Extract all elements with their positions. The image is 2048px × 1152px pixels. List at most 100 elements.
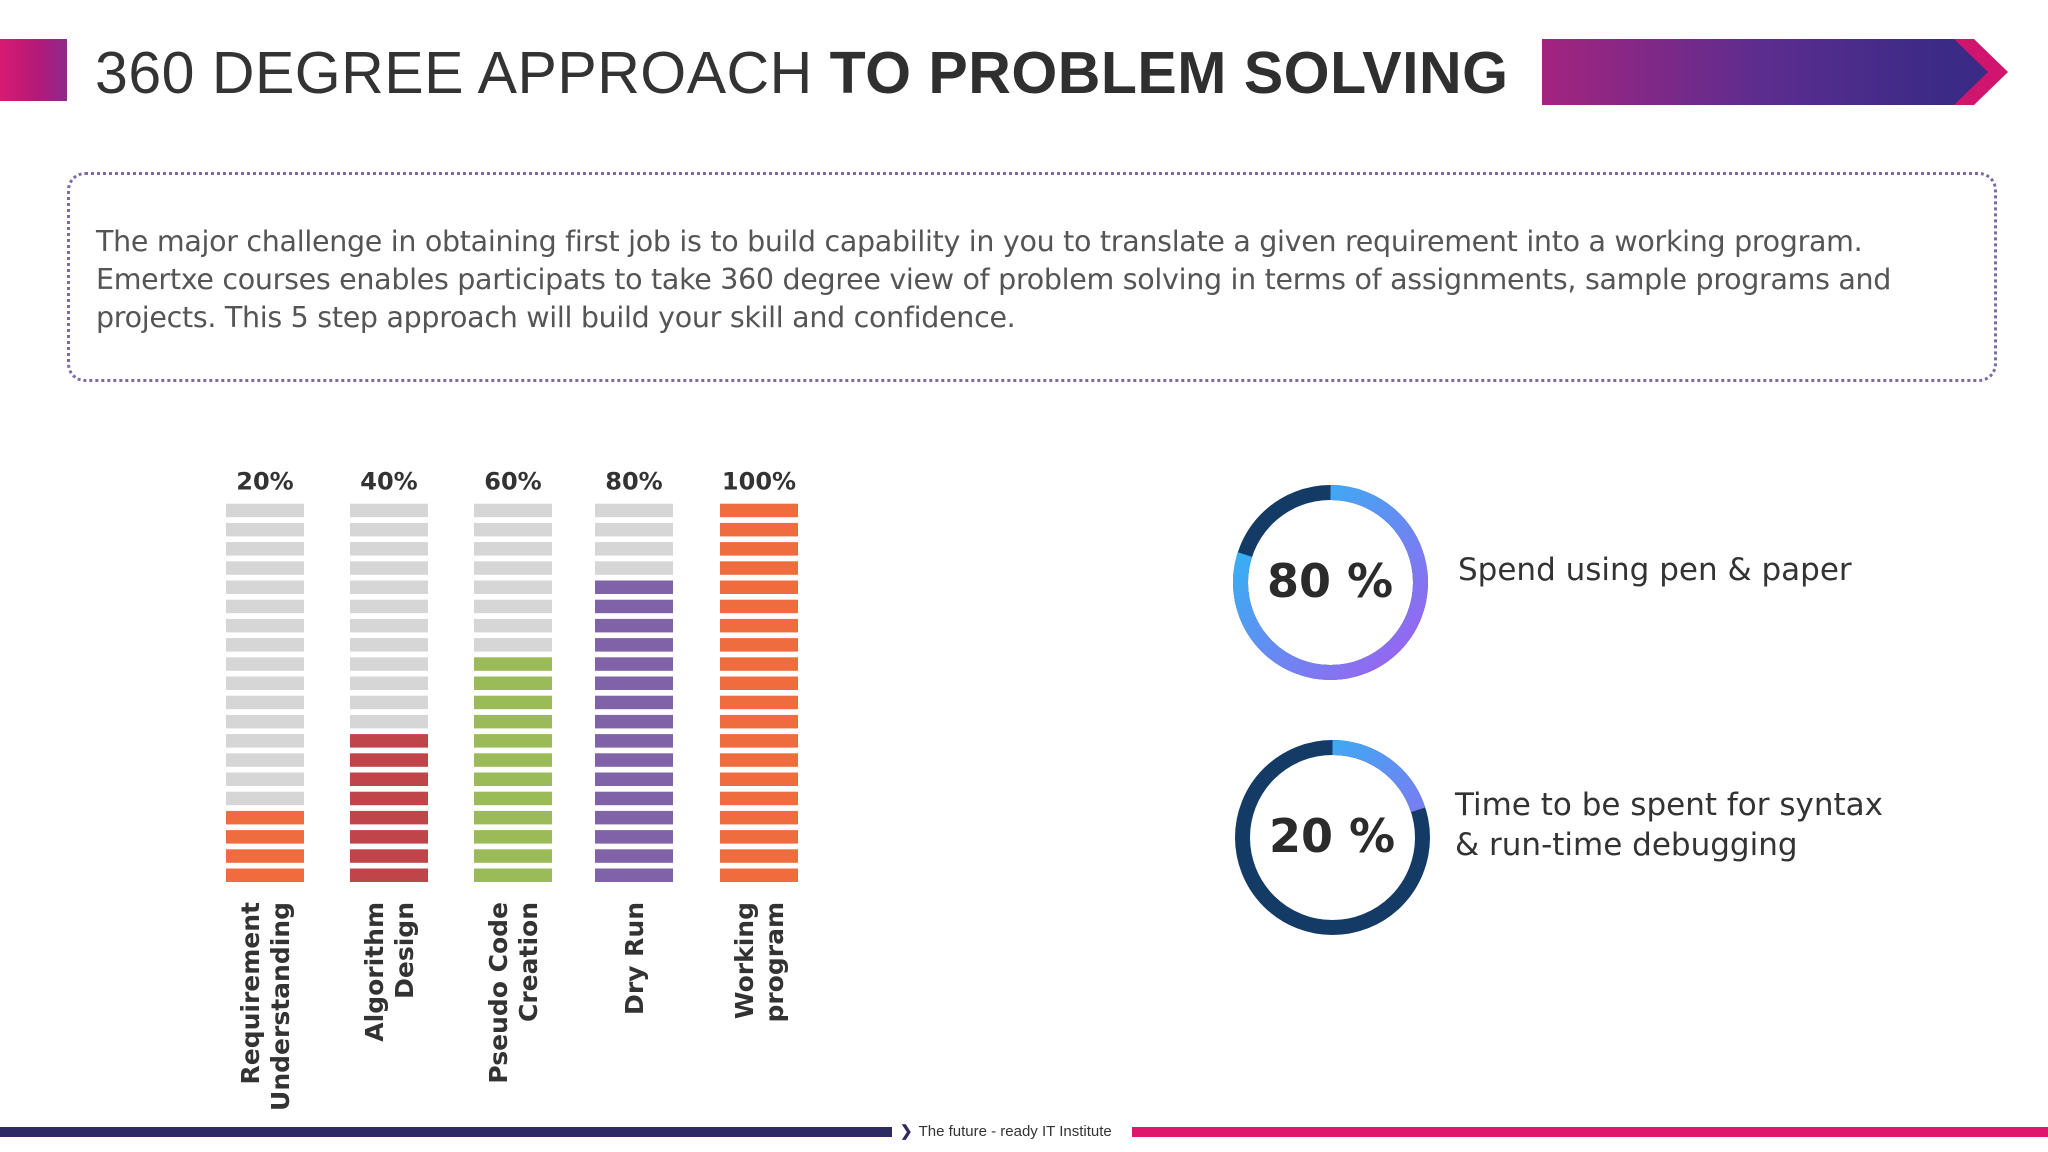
category-label-line: Pseudo Code	[484, 902, 513, 1084]
donut-pen-paper: 80 %	[1228, 480, 1433, 685]
bar-segment	[595, 830, 673, 844]
bar-segment	[226, 868, 304, 882]
bar-segment	[595, 599, 673, 614]
bar-segment	[474, 734, 552, 748]
bar-segment	[595, 542, 673, 556]
bar-segment	[720, 503, 798, 518]
bar-segment	[474, 772, 552, 786]
category-label: Dry Run	[620, 902, 649, 1015]
bar-segment	[595, 734, 673, 748]
category-label-line: Design	[390, 902, 419, 999]
bar-segment	[595, 810, 673, 825]
bar-segment	[226, 676, 304, 690]
bar-segment	[720, 810, 798, 825]
bar-segment	[720, 772, 798, 786]
description-line-2: Emertxe courses enables participats to t…	[96, 263, 1892, 296]
bar-segment	[226, 772, 304, 786]
bar-segment	[350, 522, 428, 537]
bar-segment	[595, 561, 673, 575]
bar-segment	[474, 599, 552, 614]
bar-segment	[595, 522, 673, 537]
bar-segment	[720, 695, 798, 710]
bar-segment	[226, 810, 304, 825]
bar-segment	[474, 791, 552, 806]
bar-segment	[226, 542, 304, 556]
bar-segment	[595, 868, 673, 882]
bar-segment	[226, 791, 304, 806]
donut-caption-syntax-debugging: Time to be spent for syntax & run-time d…	[1455, 785, 1883, 865]
bar-segment	[350, 695, 428, 710]
bar-segment	[350, 791, 428, 806]
bar-segment	[474, 753, 552, 767]
category-label-line: program	[760, 902, 789, 1023]
bar-segment	[720, 791, 798, 806]
donut-value-arc	[1235, 740, 1430, 935]
bar-segment	[226, 657, 304, 671]
title-bold: TO PROBLEM SOLVING	[829, 40, 1509, 106]
bar-segment	[474, 868, 552, 882]
donut-caption-line: Time to be spent for syntax	[1455, 787, 1883, 823]
category-label-line: Understanding	[266, 902, 295, 1110]
category-label: Algorithm Design	[360, 902, 419, 1042]
bar-segment	[474, 618, 552, 633]
bar-segment	[474, 503, 552, 518]
bar-segment	[474, 542, 552, 556]
category-label: Requirement Understanding	[236, 902, 295, 1110]
chevron-right-icon: ❯	[900, 1123, 913, 1140]
bar-value-label: 40%	[360, 468, 417, 496]
bar-segment	[474, 830, 552, 844]
donut-value-label: 20 %	[1268, 809, 1396, 863]
bar-segment	[350, 580, 428, 594]
bar-segment	[720, 638, 798, 652]
bar-segment	[720, 542, 798, 556]
category-label-line: Algorithm	[360, 902, 389, 1042]
header-arrow-banner	[1542, 39, 2008, 105]
page-title: 360 DEGREE APPROACH TO PROBLEM SOLVING	[95, 36, 1508, 110]
bar-segment	[226, 695, 304, 710]
bar-segment	[474, 522, 552, 537]
bar-segment	[474, 657, 552, 671]
bar-segment	[226, 599, 304, 614]
description-line-1: The major challenge in obtaining first j…	[96, 225, 1863, 258]
bar-segment	[720, 734, 798, 748]
bar-segment	[226, 561, 304, 575]
bar-segment	[720, 522, 798, 537]
bar-segment	[595, 849, 673, 863]
bar-segment	[226, 522, 304, 537]
bar-value-label: 20%	[236, 468, 293, 496]
bar-segment	[226, 734, 304, 748]
bar-segment	[720, 676, 798, 690]
description-box: The major challenge in obtaining first j…	[67, 172, 1997, 382]
bar-segment	[720, 868, 798, 882]
banner-arrow-icon	[1946, 39, 1994, 105]
bar-segment	[720, 849, 798, 863]
bar-segment	[474, 676, 552, 690]
bar-segment	[595, 753, 673, 767]
bar-segment	[720, 618, 798, 633]
bar-segment	[350, 676, 428, 690]
bar-segment	[595, 695, 673, 710]
bar-segment	[720, 599, 798, 614]
bar-segment	[350, 542, 428, 556]
bar-segment	[226, 849, 304, 863]
bar-segment	[226, 638, 304, 652]
bar-segment	[720, 580, 798, 594]
bar-segment	[595, 503, 673, 518]
footer-tagline-text: The future - ready IT Institute	[918, 1123, 1112, 1140]
bar-segment	[595, 772, 673, 786]
bar-value-label: 60%	[484, 468, 541, 496]
category-label-line: Dry Run	[620, 902, 649, 1015]
category-label-line: Requirement	[236, 902, 265, 1085]
bar-segment	[474, 561, 552, 575]
donut-caption-line: Spend using pen & paper	[1458, 552, 1852, 588]
bar-segment	[474, 810, 552, 825]
bar-segment	[720, 561, 798, 575]
donut-syntax-debugging: 20 %	[1230, 735, 1435, 940]
bar-segment	[720, 753, 798, 767]
bar-segment	[350, 561, 428, 575]
bar-segment	[350, 810, 428, 825]
bar-segment	[595, 676, 673, 690]
bar-segment	[226, 618, 304, 633]
bar-segment	[474, 695, 552, 710]
